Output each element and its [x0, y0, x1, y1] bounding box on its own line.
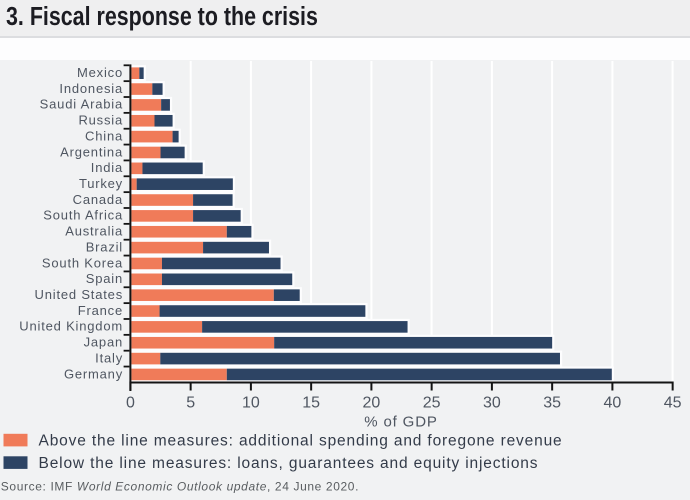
svg-text:Indonesia: Indonesia	[59, 81, 123, 96]
svg-text:France: France	[78, 303, 123, 318]
svg-text:30: 30	[483, 395, 501, 412]
svg-text:Canada: Canada	[73, 192, 123, 207]
svg-text:Australia: Australia	[65, 224, 123, 239]
svg-text:10: 10	[242, 395, 260, 412]
svg-text:Source: IMF World Economic Out: Source: IMF World Economic Outlook updat…	[1, 480, 359, 494]
svg-text:United Kingdom: United Kingdom	[19, 319, 123, 334]
svg-text:India: India	[91, 160, 123, 175]
svg-text:Saudi Arabia: Saudi Arabia	[40, 97, 123, 112]
svg-text:5: 5	[186, 395, 195, 412]
svg-text:35: 35	[543, 395, 561, 412]
svg-text:% of GDP: % of GDP	[364, 414, 438, 431]
svg-text:Japan: Japan	[84, 335, 123, 350]
svg-text:Germany: Germany	[64, 366, 123, 381]
svg-text:45: 45	[664, 395, 682, 412]
svg-text:China: China	[85, 128, 123, 143]
svg-text:Turkey: Turkey	[79, 176, 123, 191]
svg-text:0: 0	[126, 395, 135, 412]
svg-text:Argentina: Argentina	[60, 144, 123, 159]
svg-text:Above the line measures: addit: Above the line measures: additional spen…	[39, 432, 563, 449]
svg-text:South Africa: South Africa	[43, 208, 123, 223]
svg-text:20: 20	[363, 395, 381, 412]
svg-text:15: 15	[302, 395, 320, 412]
svg-text:Spain: Spain	[86, 271, 123, 286]
svg-text:40: 40	[604, 395, 622, 412]
svg-text:Brazil: Brazil	[86, 239, 123, 254]
svg-text:Russia: Russia	[78, 113, 123, 128]
svg-text:South Korea: South Korea	[42, 255, 123, 270]
svg-text:United States: United States	[35, 287, 123, 302]
svg-text:Below the line measures: loans: Below the line measures: loans, guarante…	[39, 455, 539, 472]
svg-text:Mexico: Mexico	[77, 65, 123, 80]
svg-text:Italy: Italy	[95, 350, 123, 365]
svg-text:25: 25	[423, 395, 441, 412]
